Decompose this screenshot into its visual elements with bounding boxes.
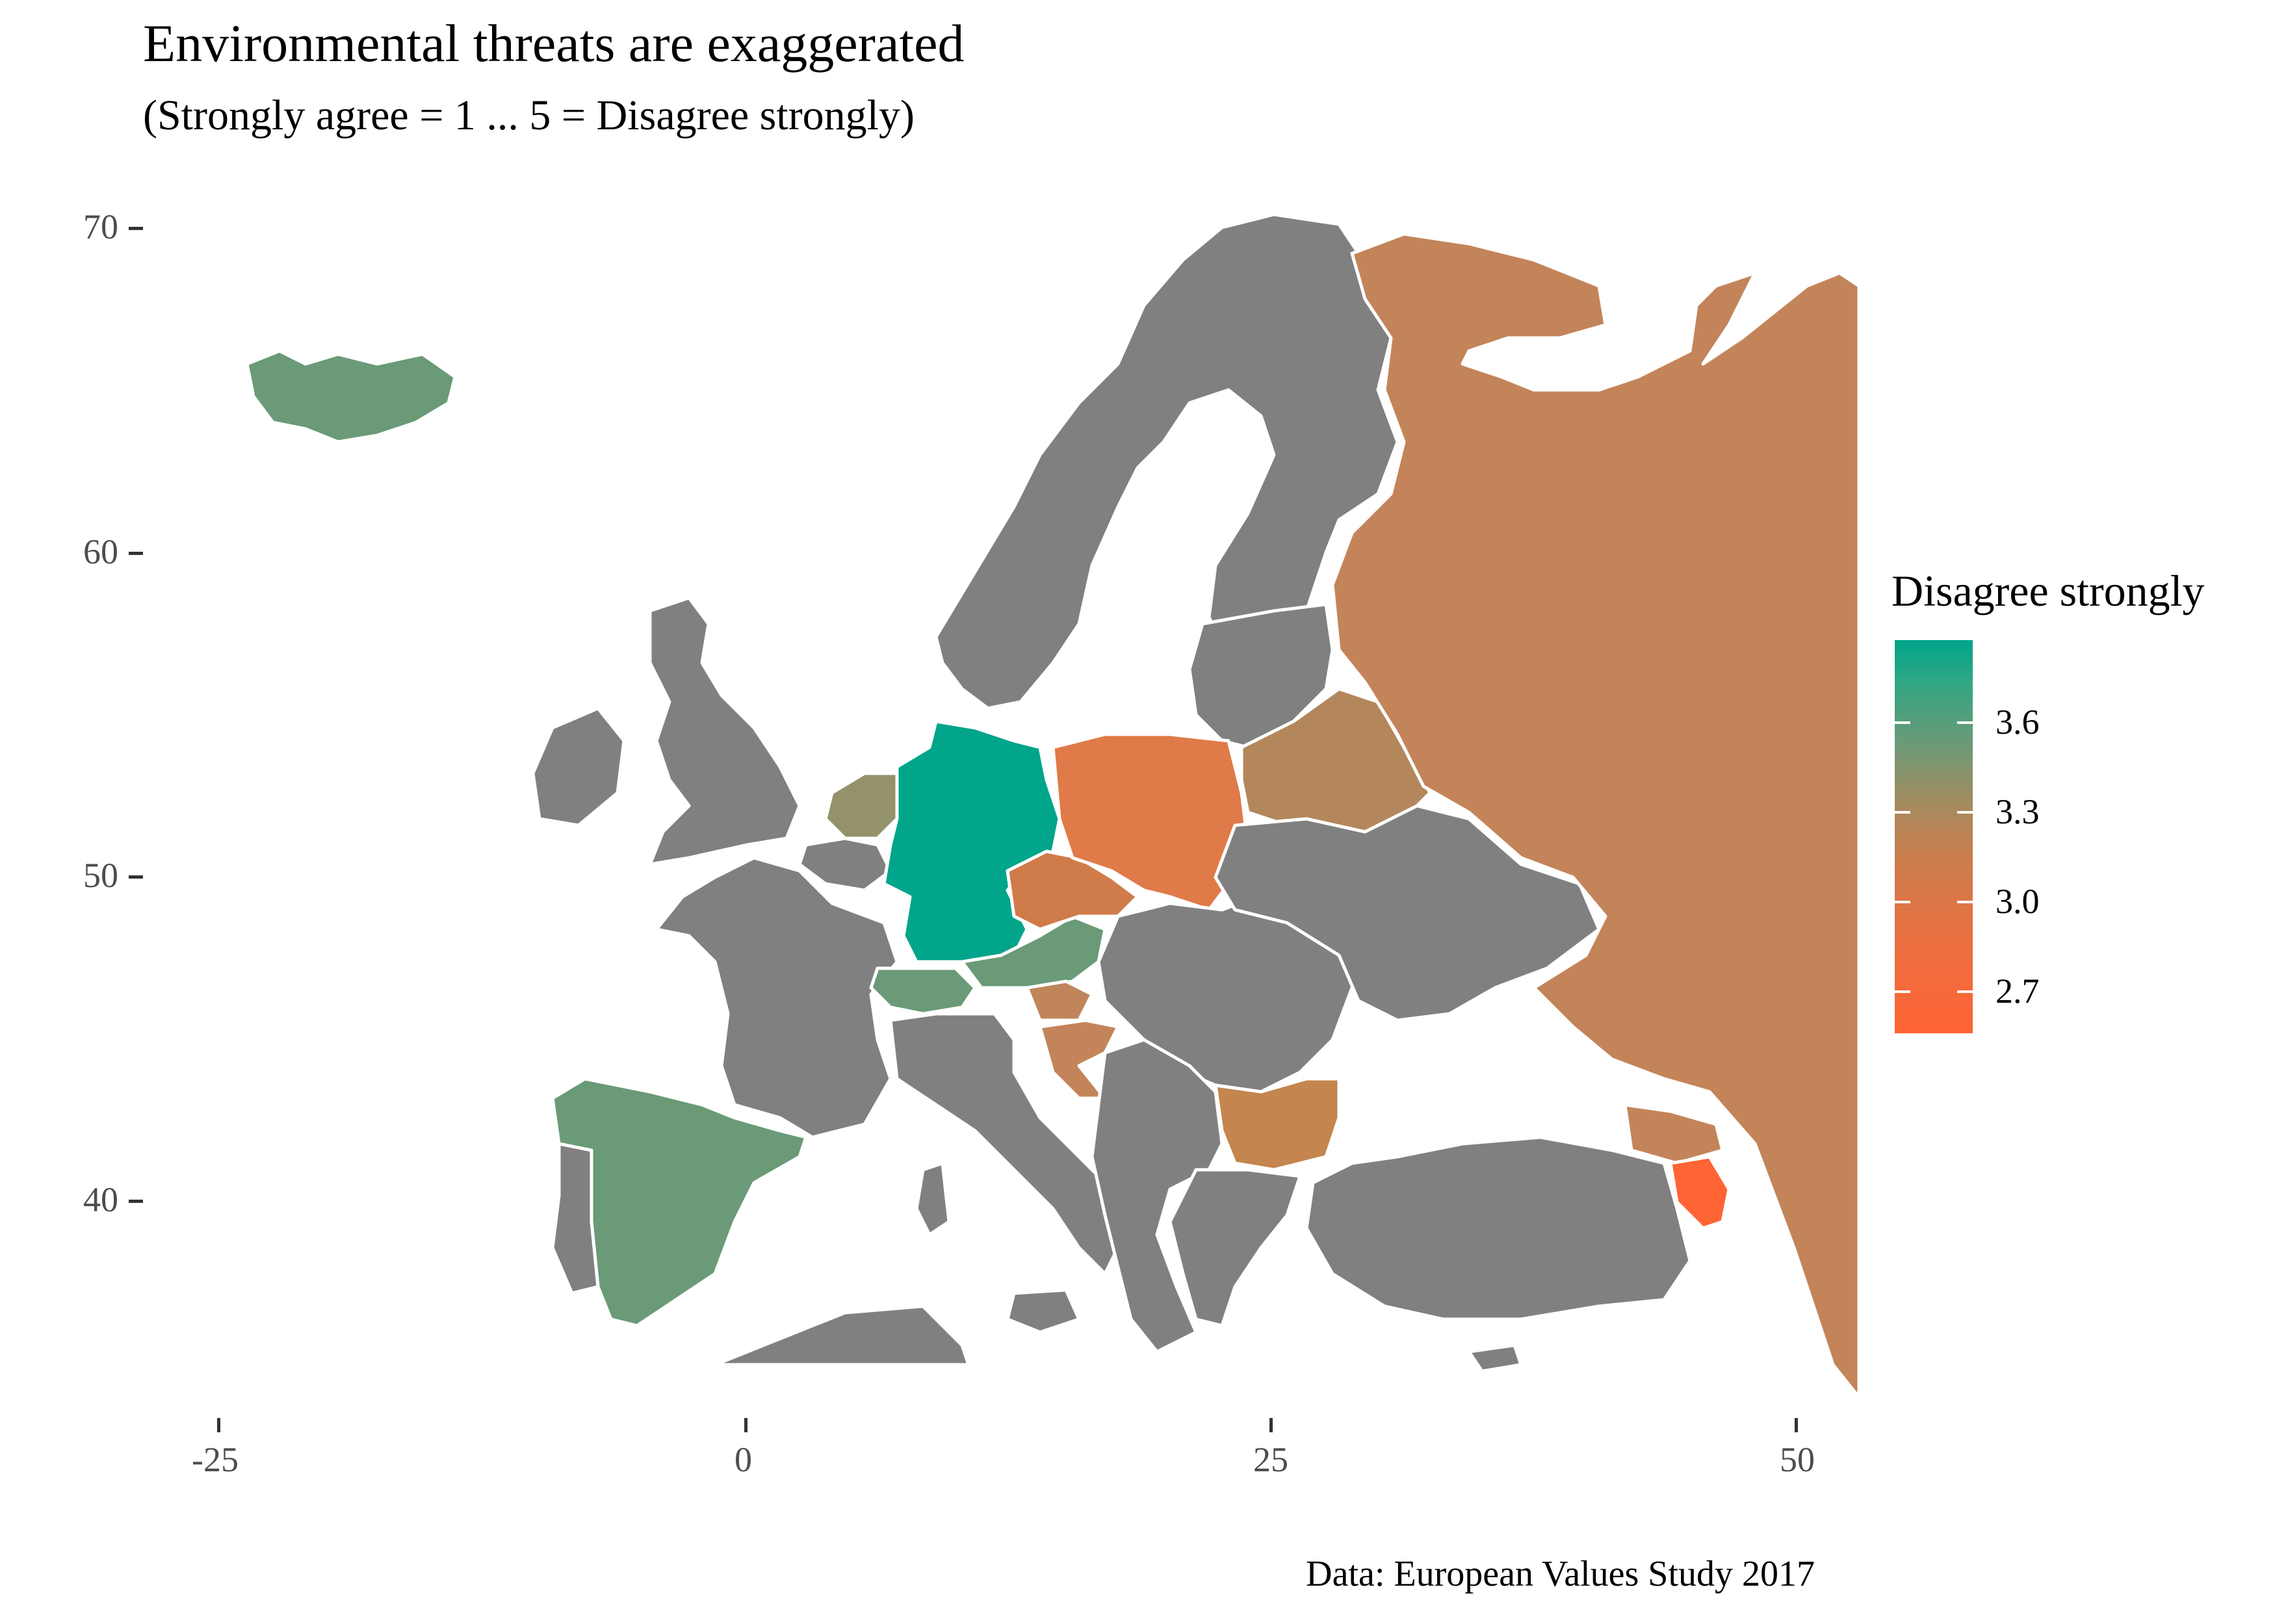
data-source-caption: Data: European Values Study 2017 (1306, 1554, 1815, 1594)
netherlands (824, 771, 899, 840)
legend-tick (1895, 811, 1973, 814)
legend-tick (1895, 990, 1973, 993)
legend-tick (1895, 721, 1973, 724)
croatia (1038, 1018, 1120, 1100)
x-tick-label: 0 (734, 1440, 752, 1479)
y-tick (129, 227, 143, 230)
y-tick (129, 552, 143, 555)
ireland (531, 706, 626, 827)
russia (1331, 232, 1861, 1399)
ukraine (1214, 804, 1601, 1022)
austria (960, 914, 1107, 990)
greece (1168, 1168, 1302, 1328)
legend-title: Disagree strongly (1892, 566, 2205, 615)
bulgaria (1214, 1077, 1341, 1172)
legend-label: 3.3 (1996, 792, 2040, 831)
y-tick-label: 60 (83, 532, 118, 571)
y-tick (129, 1200, 143, 1203)
y-tick (129, 875, 143, 879)
legend-label: 2.7 (1996, 972, 2040, 1011)
germany (882, 719, 1061, 964)
x-tick (1795, 1418, 1798, 1432)
x-tick (744, 1418, 748, 1432)
legend-label: 3.6 (1996, 702, 2040, 741)
poland (1051, 732, 1250, 912)
france (655, 856, 899, 1139)
sicily (1006, 1288, 1081, 1334)
belgium (798, 836, 892, 892)
legend-label: 3.0 (1996, 882, 2040, 921)
y-tick-label: 50 (83, 856, 118, 895)
north-africa (713, 1304, 970, 1367)
cyprus (1467, 1343, 1523, 1373)
chart-subtitle: (Strongly agree = 1 ... 5 = Disagree str… (143, 92, 915, 139)
great-britain (648, 596, 801, 866)
czechia (1006, 849, 1139, 931)
slovenia (1025, 979, 1094, 1022)
balkans-grey (1090, 1038, 1224, 1354)
legend-tick (1895, 901, 1973, 903)
x-tick-label: 25 (1253, 1440, 1288, 1479)
chart-title: Environmental threats are exaggerated (143, 14, 965, 73)
legend-colorbar (1895, 640, 1973, 1033)
georgia (1623, 1103, 1724, 1165)
armenia (1669, 1155, 1731, 1230)
x-tick-label: -25 (192, 1440, 239, 1479)
sardinia (915, 1161, 951, 1237)
y-tick-label: 40 (83, 1180, 118, 1219)
turkey (1305, 1135, 1692, 1321)
x-tick-label: 50 (1780, 1440, 1815, 1479)
switzerland (869, 966, 977, 1016)
iceland (245, 349, 457, 444)
y-tick-label: 70 (83, 207, 118, 246)
x-tick (1269, 1418, 1273, 1432)
portugal (551, 1142, 600, 1295)
x-tick (217, 1418, 220, 1432)
